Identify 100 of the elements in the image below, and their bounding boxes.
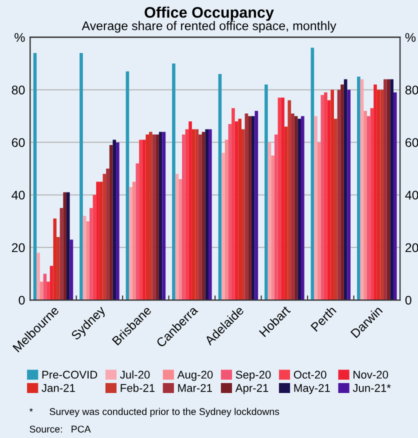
y-tick-label: % [14,33,25,42]
bar [222,152,225,300]
bar [136,163,140,300]
bar [158,132,162,300]
bar [139,140,142,300]
legend-label: Feb-21 [120,384,155,392]
bar [82,216,86,300]
legend-label: Nov-20 [354,370,388,379]
legend-label: Apr-21 [235,384,268,394]
y-tick-label: 80 [12,86,25,94]
bar [271,155,274,300]
bar [195,129,199,300]
bar [70,240,74,300]
bar [90,208,93,300]
bar [63,192,66,300]
chart-title: Office Occupancy [144,6,274,21]
bar [102,174,106,300]
bar [112,140,116,300]
legend-label: Aug-20 [177,370,213,381]
y-tick-label: 20 [12,243,25,252]
bar [152,134,156,300]
bar [320,95,324,300]
bar [376,90,380,300]
bar [178,179,182,300]
bar [284,126,288,300]
bar [109,144,113,300]
bar [300,116,304,300]
bar [337,90,341,300]
y-tick-label: 0 [18,296,25,305]
bar [224,140,228,300]
bar [188,121,192,300]
bar [172,64,176,300]
bar [360,79,364,300]
legend-label: Jul-20 [120,370,150,379]
bar [364,110,367,300]
bar [146,134,150,300]
bar [46,282,50,300]
y2-tick-label: 40 [405,190,418,200]
bar [264,84,268,300]
legend-label: Jan-21 [42,384,75,392]
bar [344,79,348,300]
bar [132,182,136,300]
bar [244,113,248,300]
bar [281,98,284,300]
bar [340,84,344,300]
bar [86,221,90,300]
bar [232,108,235,300]
bar [370,108,374,300]
bar [390,79,394,300]
bar [327,100,331,300]
bar [126,71,130,300]
chart-subtitle: Average share of rented office space, monthly [82,21,336,33]
legend-label: Sep-20 [236,370,271,381]
bar [218,74,222,300]
bar [66,192,70,300]
source-note: Source: PCA [30,426,91,433]
bar [182,134,186,300]
bar [156,134,159,300]
bar [330,90,334,300]
y2-tick-label: 80 [405,86,418,94]
legend-label: Oct-20 [294,370,326,379]
bar [334,118,338,300]
bar [80,53,83,300]
bar [53,218,57,300]
bar [129,187,132,300]
bar [106,168,110,300]
bar [380,90,384,300]
bar [314,116,318,300]
y-tick-label: 60 [12,138,25,147]
bar [278,98,282,300]
bar [288,100,292,300]
legend-label: Pre-COVID [42,370,98,379]
bar [317,142,321,300]
bar [60,208,64,300]
bar [291,113,294,300]
bar [274,134,278,300]
legend-label: May-21 [294,384,330,394]
bar [298,118,301,300]
bar [254,110,258,300]
bar [374,84,377,300]
bar [40,282,44,300]
bar [357,76,360,300]
bar [33,53,37,300]
bar [142,140,146,300]
bar [175,174,179,300]
bar [268,142,272,300]
bar [149,132,152,300]
bar [366,116,370,300]
bar [294,116,298,300]
bar [234,121,238,300]
bar [393,92,397,300]
y2-tick-label: 20 [406,243,418,252]
bar [92,194,96,300]
y2-tick-label: % [405,33,416,42]
bar [228,124,232,300]
bar [347,90,351,300]
bar [56,236,60,300]
bar [324,92,328,300]
bar [241,129,245,300]
bar [192,129,196,300]
